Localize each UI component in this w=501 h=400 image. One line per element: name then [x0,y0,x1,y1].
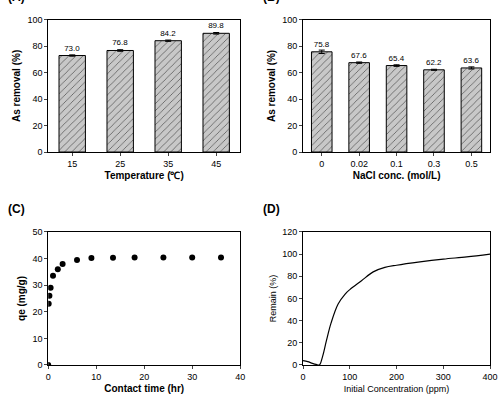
svg-text:67.6: 67.6 [351,51,367,60]
svg-text:20: 20 [32,121,42,131]
svg-text:(D): (D) [263,202,280,216]
svg-text:80: 80 [287,41,297,51]
svg-text:60: 60 [32,68,42,78]
svg-text:45: 45 [211,159,221,169]
svg-text:84.2: 84.2 [160,29,176,38]
svg-text:89.8: 89.8 [208,21,224,30]
svg-text:0: 0 [292,147,297,157]
svg-text:20: 20 [287,338,297,348]
svg-text:120: 120 [282,227,297,237]
svg-text:10: 10 [32,334,42,344]
svg-text:0: 0 [319,159,324,169]
svg-text:As removal (%): As removal (%) [11,50,22,122]
svg-text:(A): (A) [8,0,25,4]
svg-text:0.3: 0.3 [428,159,441,169]
svg-text:40: 40 [32,94,42,104]
svg-text:0: 0 [37,147,42,157]
svg-text:Remain (%): Remain (%) [268,275,278,323]
svg-text:75.8: 75.8 [314,40,330,49]
svg-text:63.6: 63.6 [463,56,479,65]
svg-text:40: 40 [235,372,245,382]
svg-text:As removal (%): As removal (%) [266,50,277,122]
svg-text:100: 100 [282,249,297,259]
svg-text:20: 20 [139,372,149,382]
svg-text:20: 20 [287,121,297,131]
svg-text:35: 35 [163,159,173,169]
svg-text:76.8: 76.8 [112,38,128,47]
svg-text:(C): (C) [8,202,25,216]
svg-text:60: 60 [287,68,297,78]
svg-text:73.0: 73.0 [64,44,80,53]
svg-text:80: 80 [287,271,297,281]
svg-text:30: 30 [187,372,197,382]
svg-text:0.02: 0.02 [350,159,368,169]
svg-text:40: 40 [287,94,297,104]
svg-text:62.2: 62.2 [426,58,442,67]
svg-text:(B): (B) [263,0,280,4]
svg-text:200: 200 [389,372,404,382]
svg-text:NaCl conc. (mol/L): NaCl conc. (mol/L) [353,170,441,181]
svg-text:Temperature (℃): Temperature (℃) [105,170,184,181]
svg-text:20: 20 [32,307,42,317]
svg-text:300: 300 [436,372,451,382]
svg-text:10: 10 [91,372,101,382]
svg-text:400: 400 [483,372,498,382]
svg-text:30: 30 [32,280,42,290]
svg-text:100: 100 [282,15,297,25]
svg-text:0.5: 0.5 [465,159,478,169]
svg-text:0: 0 [46,372,51,382]
svg-text:0: 0 [301,372,306,382]
svg-text:Contact time (hr): Contact time (hr) [104,383,184,394]
svg-text:40: 40 [287,316,297,326]
svg-text:qe (mg/g): qe (mg/g) [16,276,27,321]
svg-text:80: 80 [32,41,42,51]
svg-text:60: 60 [287,294,297,304]
svg-text:Initial Concentration (ppm): Initial Concentration (ppm) [344,384,450,394]
svg-text:50: 50 [32,227,42,237]
svg-text:100: 100 [27,15,42,25]
svg-text:40: 40 [32,254,42,264]
svg-text:65.4: 65.4 [389,54,405,63]
svg-text:15: 15 [67,159,77,169]
svg-text:0.1: 0.1 [390,159,403,169]
svg-text:0: 0 [292,360,297,370]
svg-text:0: 0 [37,360,42,370]
svg-text:25: 25 [115,159,125,169]
svg-text:100: 100 [342,372,357,382]
